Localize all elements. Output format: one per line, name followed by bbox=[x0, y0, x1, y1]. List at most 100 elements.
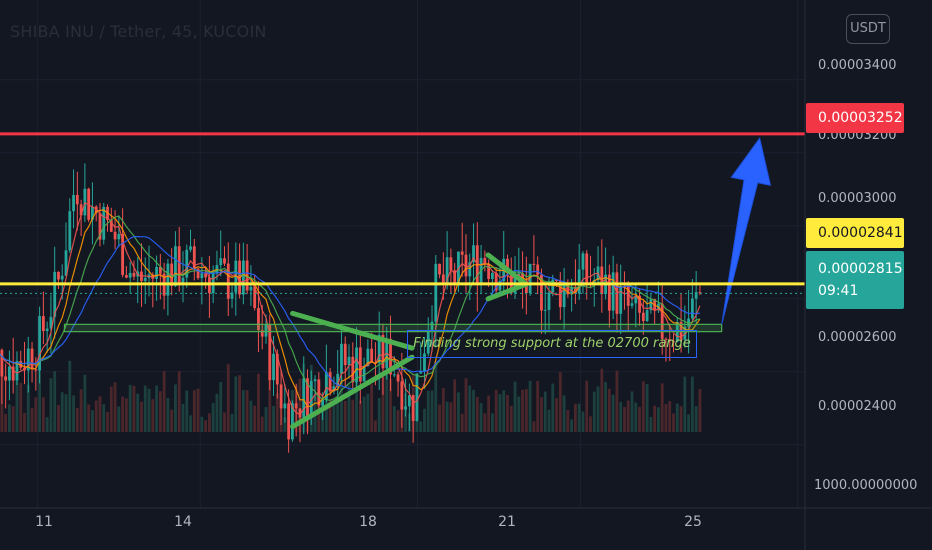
volume-bar bbox=[26, 384, 30, 432]
candle-body bbox=[83, 188, 87, 216]
candle-body bbox=[607, 274, 611, 311]
candle-body bbox=[698, 292, 702, 294]
volume-bar bbox=[626, 400, 630, 432]
candle-body bbox=[177, 246, 181, 285]
volume-bar bbox=[490, 413, 494, 432]
volume-bar bbox=[536, 381, 540, 432]
volume-bar bbox=[638, 406, 641, 432]
volume-bar bbox=[381, 376, 385, 432]
candle-body bbox=[257, 308, 260, 331]
candle-body bbox=[226, 263, 230, 299]
volume-bar bbox=[166, 397, 170, 432]
volume-bar bbox=[694, 406, 698, 432]
candle-body bbox=[113, 231, 117, 240]
volume-bar bbox=[23, 412, 26, 432]
volume-bar bbox=[355, 373, 358, 432]
volume-bar bbox=[87, 404, 91, 432]
volume-bar bbox=[377, 397, 381, 432]
volume-bar bbox=[260, 416, 264, 432]
volume-bar bbox=[328, 399, 332, 432]
volume-bar bbox=[8, 404, 11, 432]
candle-body bbox=[441, 274, 445, 283]
candle-body bbox=[411, 395, 415, 421]
volume-bar bbox=[57, 405, 60, 432]
candle-body bbox=[38, 316, 41, 371]
volume-bar bbox=[83, 374, 87, 432]
volume-bar bbox=[566, 410, 570, 432]
volume-bar bbox=[483, 413, 487, 432]
volume-bar bbox=[347, 384, 351, 432]
volume-bar bbox=[94, 400, 98, 432]
candle-body bbox=[124, 274, 128, 278]
candle-body bbox=[98, 213, 102, 240]
volume-bar bbox=[106, 411, 109, 432]
candle-body bbox=[45, 328, 49, 332]
candle-body bbox=[506, 258, 509, 272]
candle-body bbox=[683, 326, 687, 340]
support-annotation[interactable]: Finding strong support at the 02700 rang… bbox=[407, 330, 697, 358]
volume-bar bbox=[600, 368, 604, 432]
volume-bar bbox=[551, 383, 555, 432]
candle-body bbox=[321, 399, 324, 406]
currency-button[interactable]: USDT bbox=[846, 14, 890, 44]
price-tick: 0.00003400 bbox=[818, 58, 897, 73]
candle-body bbox=[313, 379, 317, 382]
volume-bar bbox=[630, 391, 634, 432]
current-price-label: 0.00002815 09:41 bbox=[806, 251, 904, 309]
volume-bar bbox=[117, 406, 121, 432]
volume-bar bbox=[4, 413, 8, 432]
volume-bar bbox=[521, 389, 524, 432]
volume-bar bbox=[128, 384, 132, 432]
volume-bar bbox=[64, 394, 68, 432]
candle-body bbox=[343, 343, 347, 366]
candle-body bbox=[355, 347, 358, 383]
candle-body bbox=[241, 260, 245, 295]
volume-bar bbox=[174, 384, 177, 432]
candle-body bbox=[649, 299, 653, 311]
candle-body bbox=[219, 258, 223, 266]
candle-body bbox=[581, 253, 585, 270]
candle-body bbox=[407, 395, 411, 407]
candle-body bbox=[57, 271, 60, 280]
price-tick: 0.00003000 bbox=[818, 191, 897, 206]
candle-body bbox=[64, 250, 68, 276]
volume-bar bbox=[11, 406, 15, 432]
support-zone bbox=[63, 323, 723, 333]
candle-body bbox=[328, 372, 332, 392]
volume-bar bbox=[623, 407, 626, 432]
candle-body bbox=[641, 312, 645, 322]
volume-bar bbox=[668, 401, 672, 432]
candle-body bbox=[11, 366, 15, 381]
volume-bar bbox=[615, 370, 619, 432]
candle-body bbox=[396, 374, 400, 382]
candle-body bbox=[690, 298, 694, 319]
volume-bar bbox=[15, 381, 19, 432]
candle-body bbox=[294, 403, 298, 409]
candle-body bbox=[196, 268, 200, 279]
volume-bar bbox=[102, 404, 106, 432]
candle-body bbox=[340, 343, 343, 374]
volume-bar bbox=[49, 378, 53, 432]
candle-body bbox=[260, 330, 264, 337]
volume-bar bbox=[453, 379, 457, 432]
candle-body bbox=[487, 264, 491, 279]
volume-bar bbox=[517, 396, 521, 432]
candle-body bbox=[223, 258, 226, 264]
volume-bar bbox=[147, 388, 151, 432]
candle-body bbox=[430, 321, 434, 332]
candle-body bbox=[453, 270, 457, 284]
volume-bar bbox=[589, 416, 592, 432]
volume-bar bbox=[657, 407, 660, 432]
volume-bar bbox=[611, 394, 615, 432]
volume-bar bbox=[653, 405, 657, 432]
candle-body bbox=[287, 403, 291, 440]
candle-body bbox=[30, 348, 34, 370]
volume-bar bbox=[509, 406, 513, 432]
volume-bar bbox=[358, 400, 362, 432]
volume-bar bbox=[140, 401, 143, 432]
moving-average-line bbox=[0, 215, 701, 401]
volume-bar bbox=[336, 395, 340, 432]
volume-bar bbox=[472, 389, 475, 432]
volume-bar bbox=[513, 381, 517, 432]
